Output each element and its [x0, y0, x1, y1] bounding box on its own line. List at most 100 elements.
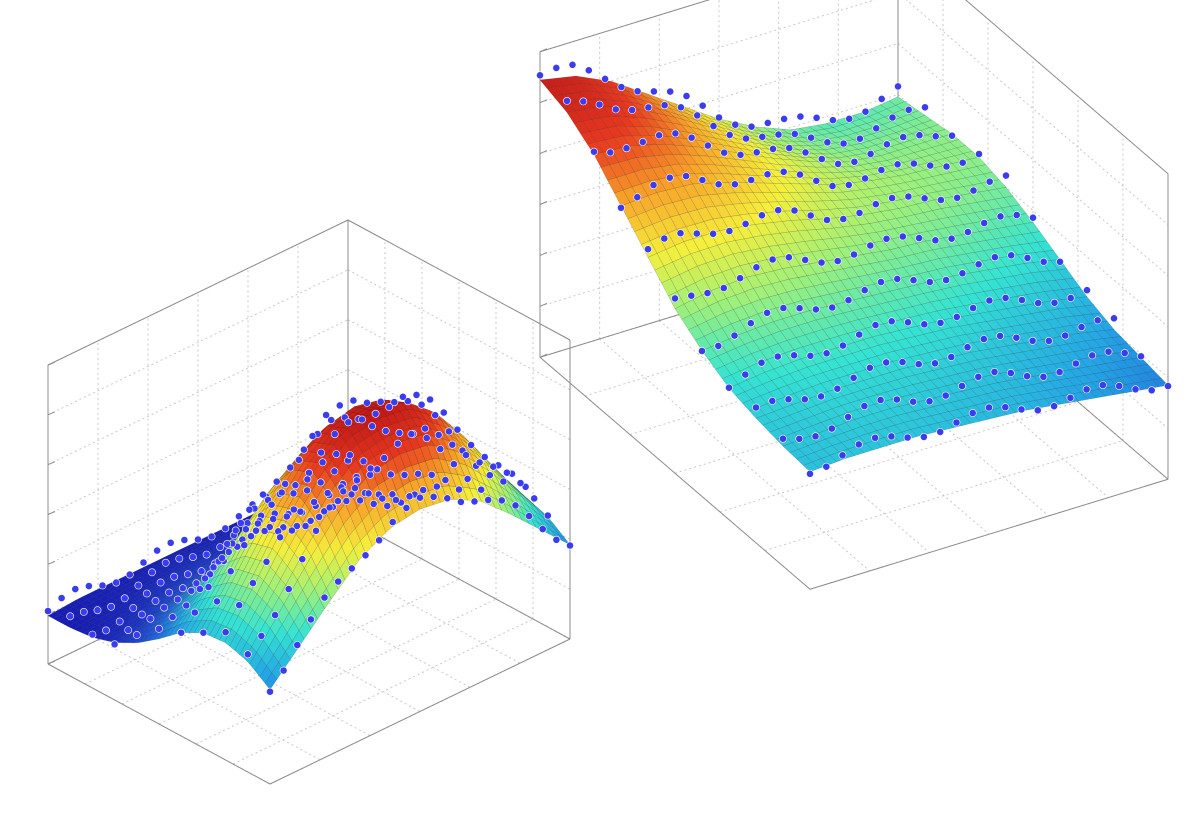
data-point: [888, 113, 897, 122]
data-point: [165, 588, 173, 597]
data-point: [1029, 213, 1037, 222]
data-point: [206, 570, 214, 579]
data-point: [177, 628, 186, 637]
data-point: [240, 541, 249, 550]
data-point: [904, 318, 912, 327]
data-point: [812, 305, 820, 314]
data-point: [276, 533, 284, 542]
data-point: [289, 505, 298, 514]
data-point: [1050, 298, 1059, 307]
data-point: [224, 548, 233, 556]
data-point: [779, 304, 788, 312]
data-point: [893, 274, 902, 283]
data-point: [709, 122, 718, 130]
data-point: [364, 489, 373, 498]
data-point: [429, 492, 438, 501]
floor-grid-line: [232, 618, 534, 765]
data-point: [833, 384, 842, 393]
data-point: [269, 515, 278, 523]
data-point: [974, 372, 983, 381]
data-point: [146, 614, 155, 623]
data-point: [1072, 359, 1080, 368]
data-point: [866, 241, 875, 250]
data-point: [173, 595, 182, 604]
data-point: [499, 477, 508, 486]
data-point: [996, 331, 1004, 340]
surface-patch: [503, 502, 517, 518]
data-point: [294, 455, 303, 464]
data-point: [952, 312, 961, 321]
data-point: [1147, 386, 1156, 395]
data-point: [844, 180, 853, 189]
wall-grid-line: [905, 0, 1169, 226]
data-point: [1012, 211, 1021, 219]
data-point: [758, 132, 767, 141]
data-point: [1120, 349, 1129, 357]
data-point: [234, 512, 243, 521]
data-point: [475, 458, 484, 467]
data-point: [606, 148, 615, 157]
data-point: [839, 139, 848, 148]
data-point: [391, 496, 400, 504]
data-point: [356, 496, 364, 505]
data-point: [132, 631, 141, 639]
data-point: [948, 131, 956, 140]
data-point: [811, 432, 820, 441]
data-point: [236, 519, 245, 527]
data-point: [894, 82, 902, 91]
data-point: [120, 594, 129, 603]
data-point: [243, 650, 252, 659]
data-point: [393, 439, 402, 448]
data-point: [1137, 352, 1145, 361]
data-point: [763, 308, 771, 317]
data-point: [502, 468, 511, 477]
data-point: [1039, 372, 1048, 381]
data-point: [692, 229, 701, 238]
surface-patch: [469, 487, 482, 502]
data-point: [795, 434, 804, 443]
data-point: [434, 430, 443, 439]
data-point: [85, 582, 93, 590]
data-point: [752, 148, 761, 157]
data-point: [137, 610, 146, 619]
data-point: [725, 383, 733, 392]
data-point: [218, 554, 226, 562]
data-point: [682, 172, 690, 180]
data-point: [511, 501, 520, 510]
data-point: [412, 390, 421, 399]
data-point: [368, 422, 376, 431]
data-point: [633, 193, 642, 202]
data-point: [844, 412, 852, 421]
data-point: [703, 289, 712, 297]
data-point: [441, 476, 450, 484]
data-point: [915, 131, 924, 140]
data-point: [543, 511, 552, 520]
data-point: [199, 628, 208, 637]
data-point: [286, 463, 295, 472]
data-point: [925, 397, 934, 406]
data-point: [293, 641, 302, 649]
data-point: [1093, 316, 1102, 325]
data-point: [698, 347, 706, 355]
data-point: [187, 586, 196, 595]
data-point: [386, 470, 395, 479]
data-point: [1034, 299, 1043, 307]
data-point: [660, 234, 669, 243]
surface-patch: [972, 411, 990, 422]
data-point: [156, 578, 165, 587]
data-point: [704, 141, 712, 150]
data-point: [714, 180, 723, 189]
data-point: [845, 114, 854, 123]
data-point: [287, 526, 296, 535]
data-point: [822, 349, 831, 358]
data-point: [893, 395, 901, 404]
data-point: [568, 60, 577, 69]
data-point: [920, 432, 928, 441]
wall-grid-line: [47, 369, 349, 515]
surface-patch: [1142, 379, 1160, 389]
data-point: [485, 471, 494, 480]
data-point: [780, 115, 788, 123]
data-point: [968, 409, 977, 417]
data-point: [671, 129, 680, 138]
data-point: [416, 493, 424, 502]
